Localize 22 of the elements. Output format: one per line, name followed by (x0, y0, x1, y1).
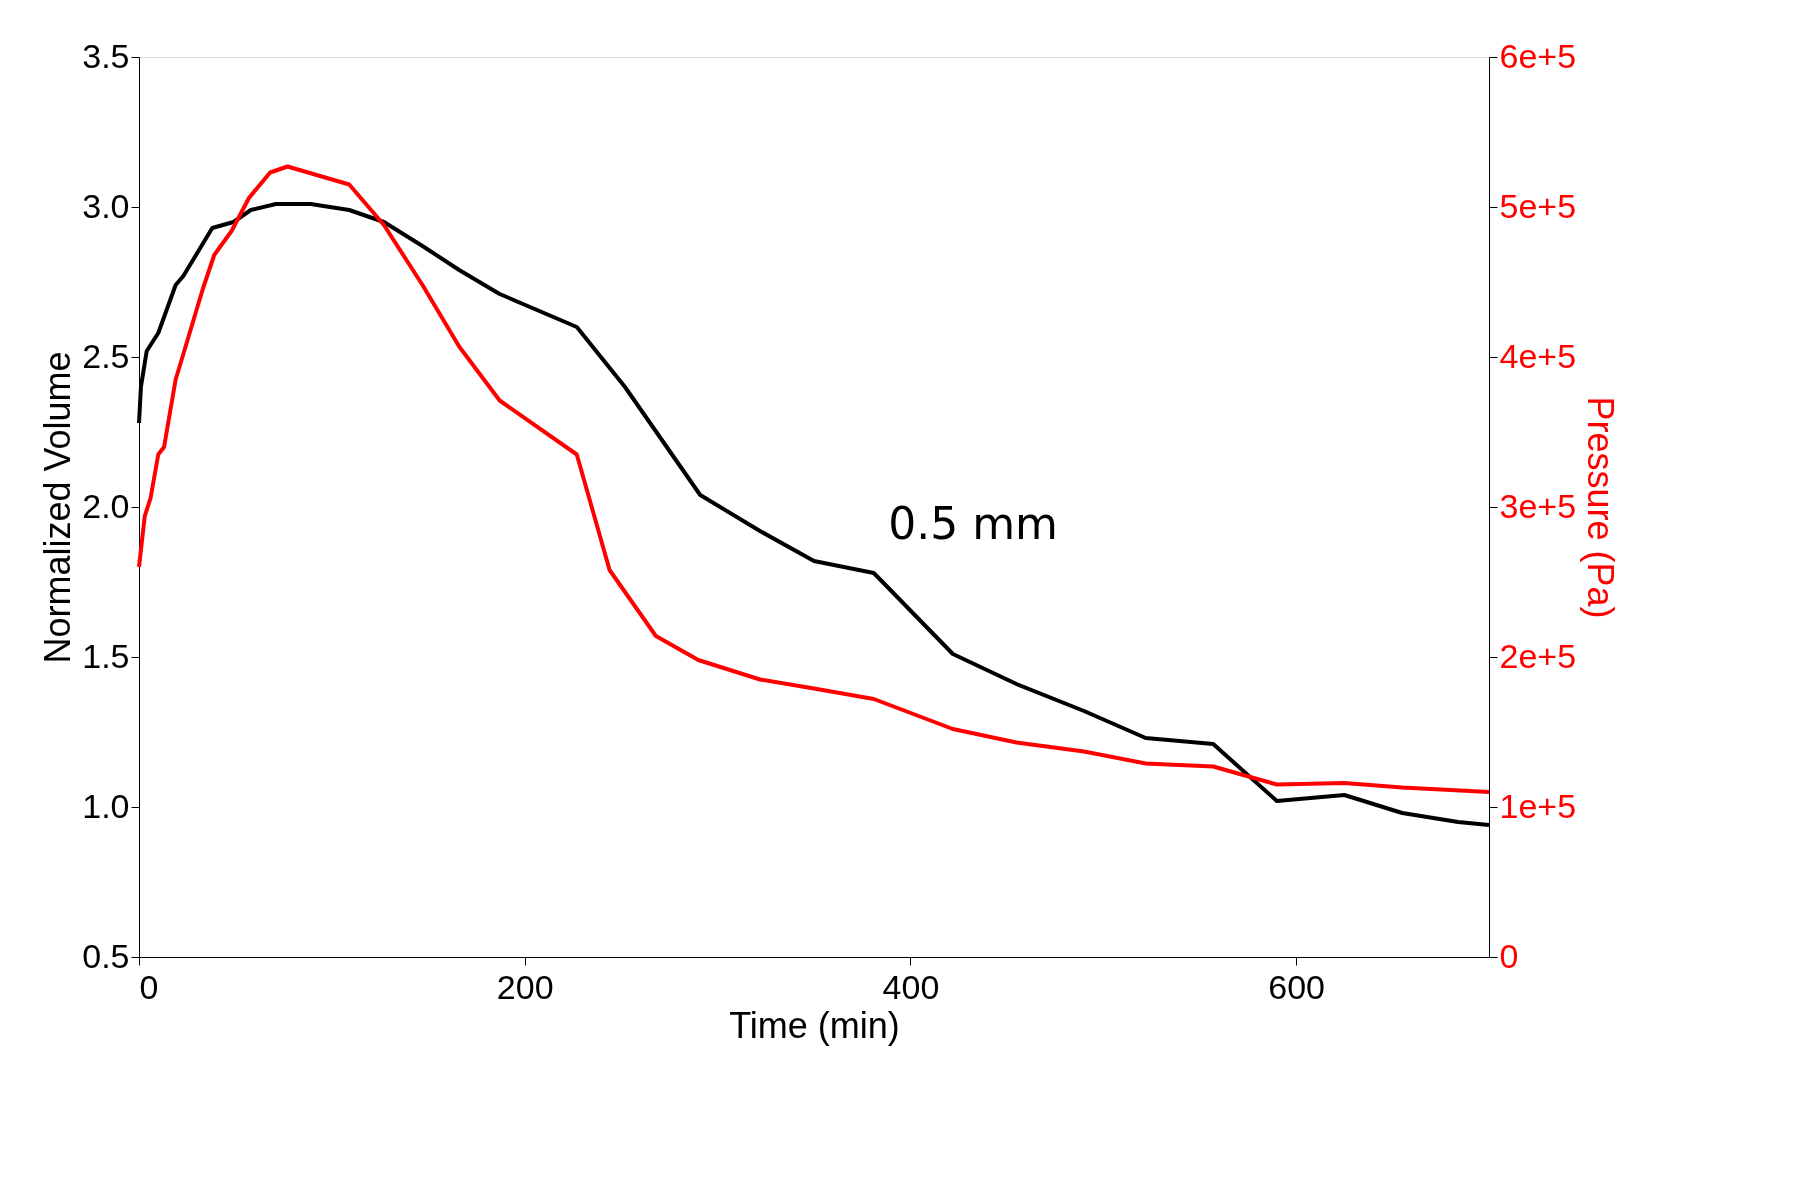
y2-tick-label: 1e+5 (1499, 786, 1577, 825)
y-tick-label: 3.0 (82, 186, 130, 225)
x-tick-label: 600 (1268, 967, 1326, 1006)
y-tick-label: 2.0 (82, 486, 130, 525)
y-tick-label: 3.5 (82, 36, 130, 75)
x-axis-title: Time (min) (729, 1004, 900, 1046)
y2-tick-label: 2e+5 (1499, 636, 1577, 675)
x-tick-label: 400 (882, 967, 940, 1006)
x-tick-label: 200 (496, 967, 554, 1006)
y-tick-label: 2.5 (82, 336, 130, 375)
y2-tick-label: 3e+5 (1499, 486, 1577, 525)
annotation: 0.5 mm (888, 497, 1058, 549)
y2-tick-label: 5e+5 (1499, 186, 1577, 225)
y2-tick-label: 6e+5 (1499, 36, 1577, 75)
y2-tick-label: 4e+5 (1499, 336, 1577, 375)
y2-tick-label: 0 (1499, 936, 1519, 975)
y-tick-label: 1.0 (82, 786, 130, 825)
y-tick-label: 1.5 (82, 636, 130, 675)
y2-axis-title: Pressure (Pa) (1580, 396, 1622, 619)
y-tick-label: 0.5 (82, 936, 130, 975)
y-axis-title: Normalized Volume (37, 351, 79, 664)
x-tick-label: 0 (139, 967, 159, 1006)
